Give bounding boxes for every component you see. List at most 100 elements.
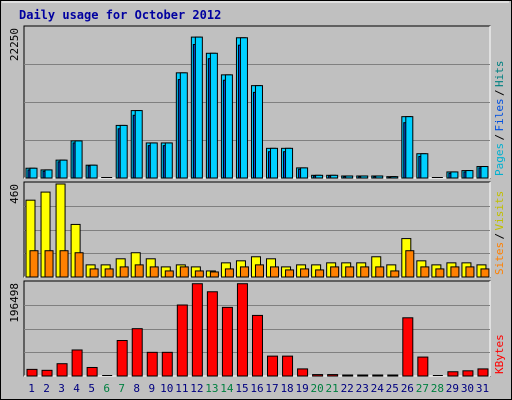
kbytes-bar [477, 368, 489, 377]
pages-bar [390, 176, 399, 179]
day-label: 3 [58, 382, 65, 395]
hits-legend-pages: Pages [493, 143, 506, 176]
day-label: 16 [250, 382, 263, 395]
day-label: 10 [160, 382, 173, 395]
kbytes-bar [131, 328, 143, 377]
day-label: 11 [175, 382, 188, 395]
pages-bar [465, 170, 474, 179]
pages-bar [134, 110, 143, 179]
sites-bar [224, 268, 234, 278]
day-label: 28 [431, 382, 444, 395]
pages-bar [164, 142, 173, 179]
sites-bar [390, 270, 400, 278]
day-label: 25 [386, 382, 399, 395]
kbytes-bar [236, 283, 248, 377]
kbytes-bar [342, 374, 354, 377]
day-label: 22 [341, 382, 354, 395]
pages-bar [285, 147, 294, 179]
day-labels: 1 2 3 4 5 6 7 8 9 10 11 12 13 14 15 16 17 18 19 20 21 22 23 24 2… [28, 382, 489, 395]
hits-legend-separator: / [493, 89, 506, 96]
pages-bar [59, 159, 68, 179]
day-label: 9 [148, 382, 155, 395]
kbytes-bar [146, 351, 158, 377]
kbytes-bar [432, 375, 443, 376]
chart-title: Daily usage for October 2012 [19, 8, 221, 22]
pages-bar [405, 116, 414, 179]
day-label: 8 [133, 382, 140, 395]
pages-bar [450, 171, 459, 179]
hits-legend-hits: Hits [493, 61, 506, 88]
day-label: 15 [235, 382, 248, 395]
kbytes-bar [221, 306, 233, 377]
hits-ymax-label: 22250 [8, 28, 21, 61]
pages-bar [209, 52, 218, 179]
pages-bar [254, 85, 263, 179]
kbytes-bar [312, 374, 324, 377]
sites-bar [465, 266, 475, 278]
pages-bar [149, 142, 158, 179]
day-label: 18 [280, 382, 293, 395]
kbytes-bar [327, 374, 339, 377]
kbytes-ymax-label: 196498 [8, 283, 21, 323]
sites-bar [360, 266, 370, 278]
day-label: 21 [326, 382, 339, 395]
pages-bar [239, 37, 248, 179]
visits-legend-separator: / [493, 233, 506, 240]
sites-bar [74, 252, 84, 278]
pages-bar [74, 140, 83, 179]
day-label: 14 [220, 382, 234, 395]
kbytes-bar [41, 369, 53, 377]
day-label: 1 [28, 382, 35, 395]
pages-bar [270, 147, 279, 179]
hits-legend-files: Files [493, 98, 506, 131]
kbytes-bar [387, 374, 399, 377]
pages-bar [330, 174, 339, 179]
day-label: 24 [371, 382, 385, 395]
day-label: 20 [311, 382, 324, 395]
day-label: 27 [416, 382, 429, 395]
pages-bar [480, 166, 489, 179]
kbytes-bar [447, 371, 459, 377]
day-label: 17 [265, 382, 278, 395]
kbytes-bar [282, 355, 294, 377]
sites-bar [254, 264, 264, 278]
kbytes-bar [191, 283, 203, 377]
kbytes-panel: 196498 KBytes [8, 280, 506, 377]
kbytes-legend-kbytes: KBytes [493, 334, 506, 374]
kbytes-bar [462, 370, 474, 377]
pages-bar [420, 153, 429, 179]
day-label: 4 [73, 382, 80, 395]
visits-panel: 460 Sites / Visits [8, 181, 506, 278]
sites-bar [44, 250, 54, 278]
sites-bar [164, 270, 174, 278]
day-label: 13 [205, 382, 218, 395]
sites-bar [89, 268, 99, 278]
pages-bar [224, 74, 233, 179]
kbytes-bar [297, 368, 309, 377]
sites-bar [300, 268, 310, 278]
kbytes-bar [71, 349, 83, 377]
day-label: 7 [118, 382, 125, 395]
pages-bar [119, 124, 128, 179]
pages-bar [105, 177, 113, 178]
sites-bar [149, 266, 159, 278]
kbytes-bar [402, 317, 414, 377]
day-label: 23 [356, 382, 369, 395]
day-label: 12 [190, 382, 203, 395]
sites-bar [270, 266, 280, 278]
kbytes-bar [267, 355, 279, 377]
pages-bar [375, 175, 384, 179]
day-label: 6 [103, 382, 110, 395]
kbytes-bar [251, 314, 263, 377]
visits-legend-sites: Sites [493, 242, 506, 275]
sites-bar [480, 268, 490, 278]
sites-bar [450, 266, 460, 278]
sites-bar [179, 266, 189, 278]
kbytes-bar [161, 351, 173, 377]
kbytes-bar [86, 366, 98, 377]
sites-bar [194, 270, 204, 278]
kbytes-bar [116, 340, 128, 377]
sites-bar [420, 266, 430, 278]
sites-bar [134, 264, 144, 278]
